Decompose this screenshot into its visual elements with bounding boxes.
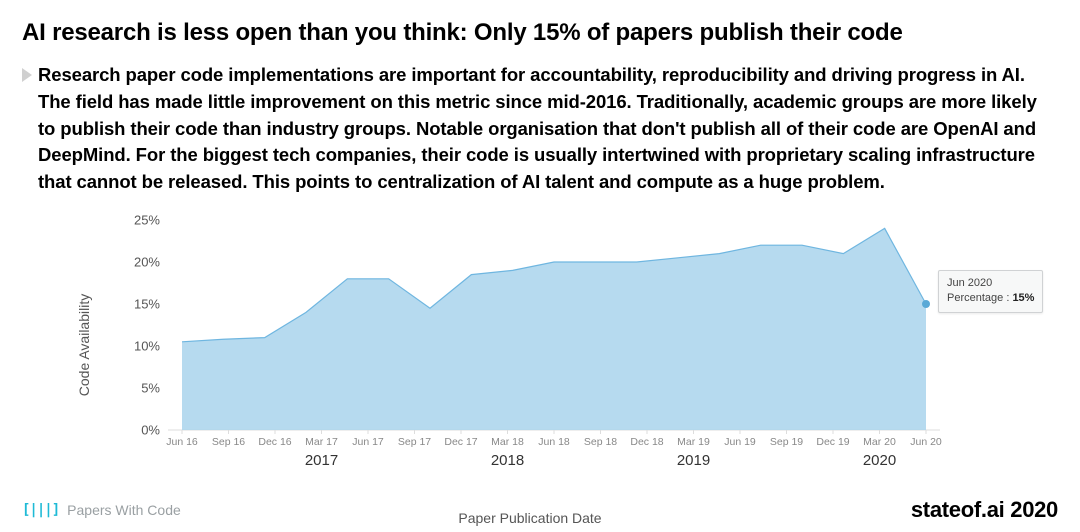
x-tick: Jun 20: [910, 430, 942, 448]
y-tick: 25%: [134, 213, 168, 228]
tooltip-title: Jun 2020: [947, 276, 1034, 291]
tooltip-value-row: Percentage : 15%: [947, 291, 1034, 306]
area-fill: [182, 228, 926, 430]
x-tick: Dec 18: [630, 430, 663, 448]
x-tick: Sep 18: [584, 430, 617, 448]
source-logo: [|||] Papers With Code: [22, 502, 181, 518]
y-tick: 10%: [134, 339, 168, 354]
slide-root: AI research is less open than you think:…: [0, 0, 1080, 532]
x-tick: Sep 17: [398, 430, 431, 448]
y-axis-label: Code Availability: [76, 294, 92, 396]
papers-with-code-icon: [|||]: [22, 502, 59, 518]
x-tick: Jun 16: [166, 430, 198, 448]
x-tick: Sep 16: [212, 430, 245, 448]
plot-area: 0%5%10%15%20%25%Jun 16Sep 16Dec 16Mar 17…: [168, 220, 940, 430]
slide-title: AI research is less open than you think:…: [22, 18, 1058, 48]
x-tick: Dec 17: [444, 430, 477, 448]
code-availability-chart: Code Availability Paper Publication Date…: [120, 220, 940, 470]
area-svg: [168, 220, 940, 430]
body-text: Research paper code implementations are …: [38, 62, 1058, 196]
source-logo-text: Papers With Code: [67, 502, 181, 518]
bullet-caret-icon: [22, 68, 32, 82]
year-tick: 2018: [491, 430, 524, 469]
y-tick: 0%: [141, 423, 168, 438]
tooltip: Jun 2020Percentage : 15%: [938, 270, 1043, 313]
x-tick: Dec 16: [258, 430, 291, 448]
brand-label: stateof.ai 2020: [911, 497, 1058, 523]
year-tick: 2019: [677, 430, 710, 469]
y-tick: 5%: [141, 381, 168, 396]
y-tick: 20%: [134, 255, 168, 270]
x-tick: Jun 17: [352, 430, 384, 448]
end-point-marker: [922, 300, 930, 308]
year-tick: 2020: [863, 430, 896, 469]
year-tick: 2017: [305, 430, 338, 469]
footer: [|||] Papers With Code stateof.ai 2020: [0, 496, 1080, 524]
x-tick: Sep 19: [770, 430, 803, 448]
body-row: Research paper code implementations are …: [22, 62, 1058, 196]
y-tick: 15%: [134, 297, 168, 312]
chart-inner: Code Availability Paper Publication Date…: [120, 220, 940, 470]
x-tick: Jun 18: [538, 430, 570, 448]
x-tick: Dec 19: [816, 430, 849, 448]
x-tick: Jun 19: [724, 430, 756, 448]
